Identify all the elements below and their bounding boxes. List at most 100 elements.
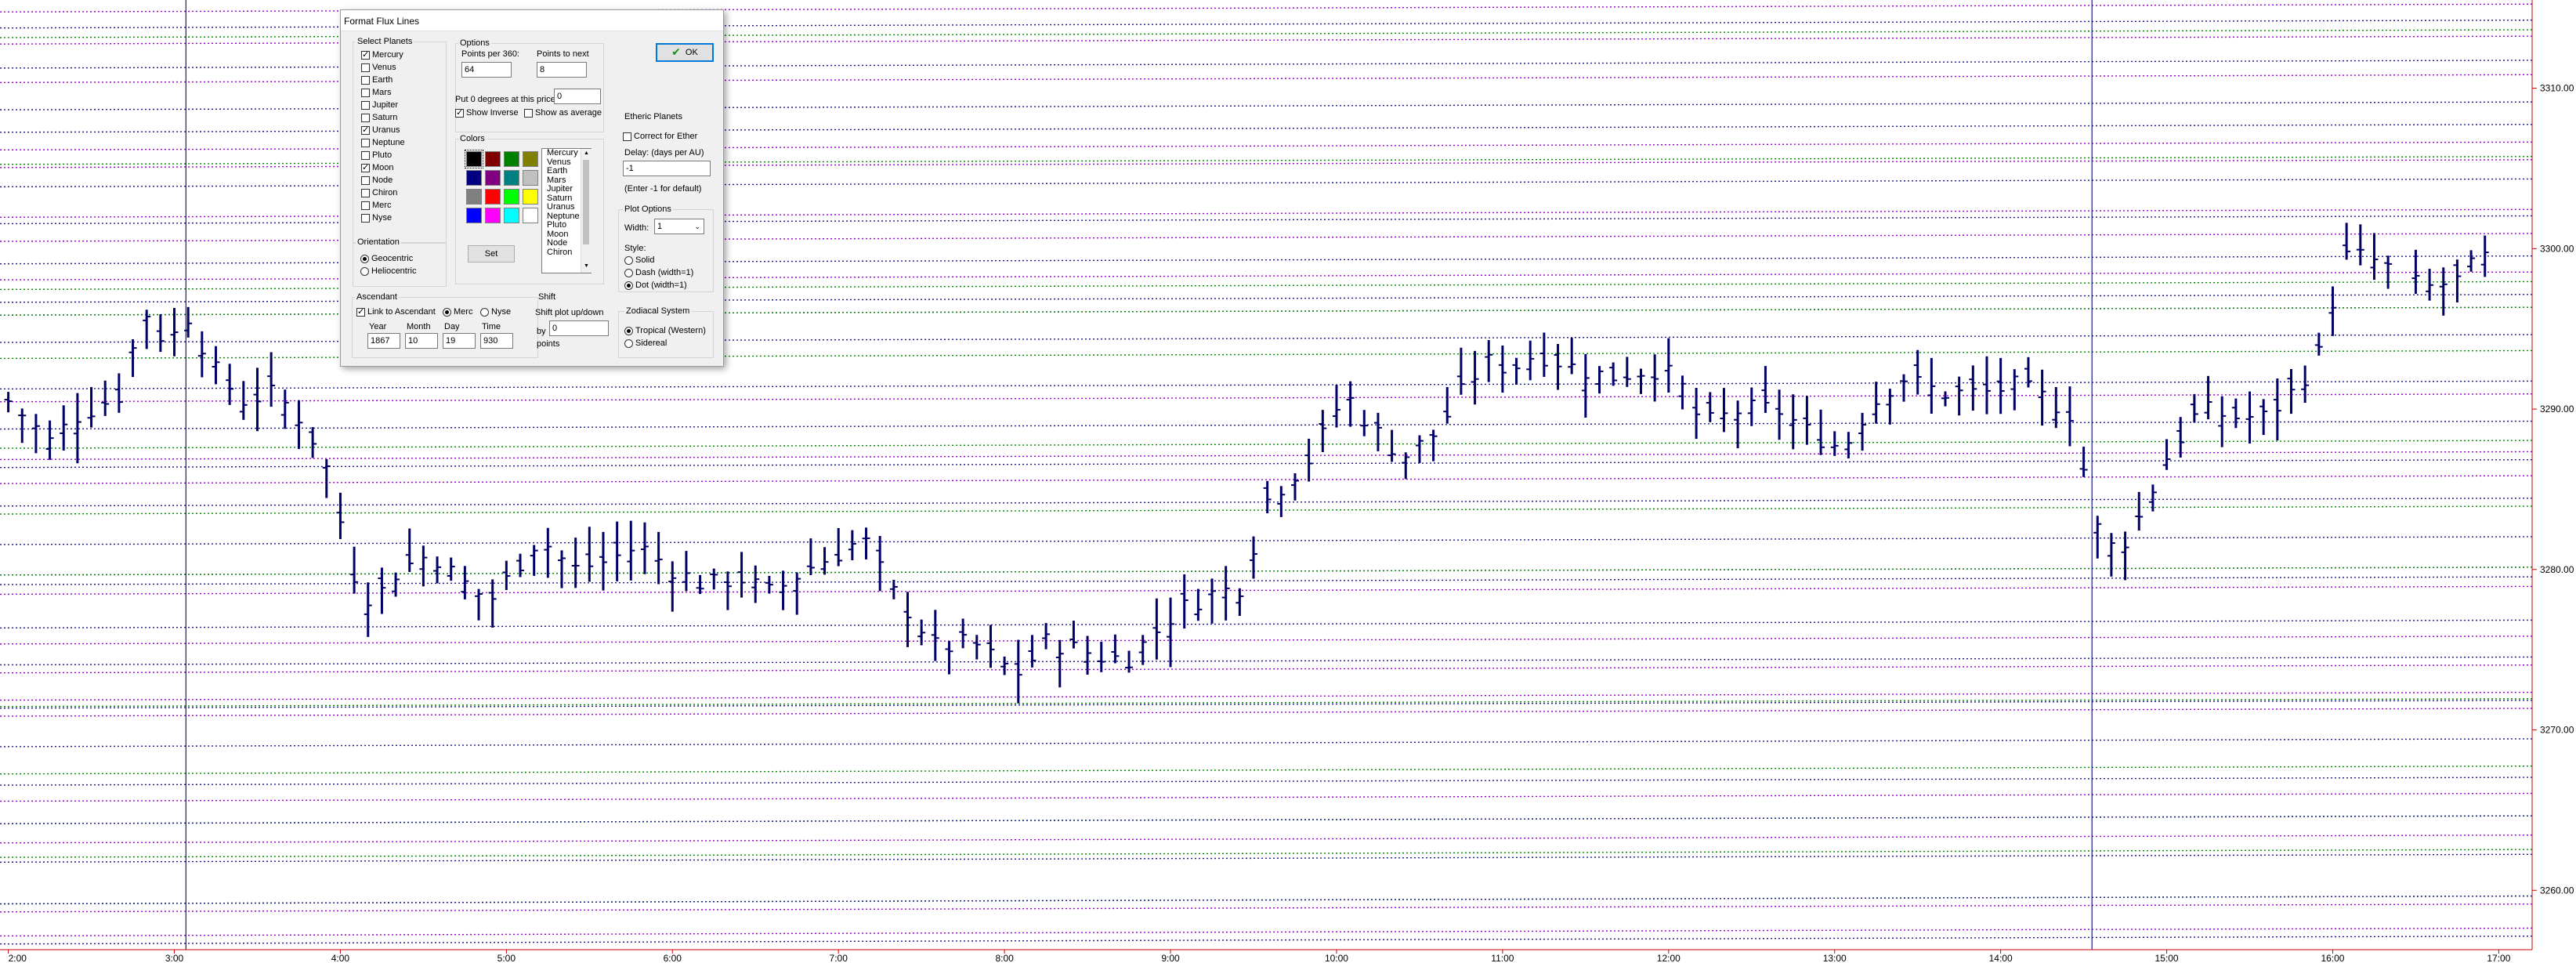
planet-checkbox-box[interactable] [361, 201, 370, 210]
planet-checkbox-box[interactable] [361, 188, 370, 197]
geocentric-radio[interactable]: Geocentric [360, 253, 413, 264]
dot-radio-dot[interactable] [624, 281, 633, 290]
color-swatch[interactable] [523, 170, 538, 186]
link-ascendant-box[interactable] [356, 306, 365, 317]
color-list-item[interactable]: Pluto [547, 220, 567, 230]
color-list-item[interactable]: Saturn [547, 193, 573, 203]
show-average-checkbox[interactable]: Show as average [524, 107, 602, 118]
show-inverse-checkbox[interactable]: Show Inverse [455, 107, 519, 118]
color-swatch[interactable] [523, 189, 538, 205]
planet-checkbox-merc[interactable]: Merc [361, 200, 391, 211]
color-swatch[interactable] [523, 151, 538, 167]
year-input[interactable]: 1867 [367, 333, 400, 349]
planet-checkbox-pluto[interactable]: Pluto [361, 150, 392, 161]
show-average-box[interactable] [524, 108, 533, 118]
geocentric-radio-dot[interactable] [360, 254, 369, 263]
color-list-item[interactable]: Mercury [547, 148, 578, 157]
planet-checkbox-box[interactable] [361, 100, 370, 110]
planet-checkbox-box[interactable] [361, 49, 370, 60]
color-list-item[interactable]: Uranus [547, 202, 575, 212]
color-swatch[interactable] [485, 151, 501, 167]
delay-input[interactable]: -1 [623, 161, 711, 176]
color-swatch[interactable] [485, 208, 501, 223]
day-input[interactable]: 19 [443, 333, 476, 349]
sidereal-radio-dot[interactable] [624, 338, 633, 348]
color-list-item[interactable]: Moon [547, 229, 569, 239]
nyse-radio[interactable]: Nyse [480, 306, 511, 317]
planet-checkbox-venus[interactable]: Venus [361, 62, 396, 73]
planet-checkbox-earth[interactable]: Earth [361, 74, 393, 85]
correct-ether-checkbox[interactable]: Correct for Ether [623, 131, 697, 142]
color-swatch[interactable] [485, 170, 501, 186]
planet-checkbox-box[interactable] [361, 75, 370, 85]
planet-checkbox-moon[interactable]: Moon [361, 162, 394, 173]
merc-radio[interactable]: Merc [443, 306, 472, 317]
chevron-down-icon[interactable]: ⌄ [694, 223, 700, 230]
dot-radio[interactable]: Dot (width=1) [624, 280, 687, 291]
color-list-item[interactable]: Chiron [547, 247, 573, 257]
planet-checkbox-nyse[interactable]: Nyse [361, 212, 392, 223]
planet-checkbox-mercury[interactable]: Mercury [361, 49, 403, 60]
color-list-scrollbar[interactable]: ▲ ▼ [581, 149, 592, 273]
show-inverse-box[interactable] [455, 107, 464, 118]
color-swatch[interactable] [504, 151, 519, 167]
color-list-item[interactable]: Neptune [547, 211, 580, 221]
sidereal-radio[interactable]: Sidereal [624, 338, 667, 349]
tropical-radio[interactable]: Tropical (Western) [624, 325, 706, 336]
color-swatch[interactable] [504, 208, 519, 223]
ok-button[interactable]: ✔ OK [656, 43, 714, 62]
planet-checkbox-node[interactable]: Node [361, 175, 393, 186]
scroll-thumb[interactable] [583, 160, 589, 244]
scroll-up-icon[interactable]: ▲ [584, 150, 589, 156]
color-swatch[interactable] [504, 170, 519, 186]
color-list-item[interactable]: Venus [547, 157, 571, 167]
planet-checkbox-jupiter[interactable]: Jupiter [361, 100, 398, 110]
solid-radio-dot[interactable] [624, 255, 633, 265]
color-list-item[interactable]: Mars [547, 175, 566, 185]
color-list-item[interactable]: Jupiter [547, 184, 573, 194]
planet-checkbox-box[interactable] [361, 150, 370, 160]
color-swatch[interactable] [504, 189, 519, 205]
planet-checkbox-chiron[interactable]: Chiron [361, 187, 397, 198]
planet-checkbox-box[interactable] [361, 162, 370, 173]
planet-checkbox-box[interactable] [361, 113, 370, 122]
tropical-radio-dot[interactable] [624, 326, 633, 335]
planet-checkbox-neptune[interactable]: Neptune [361, 137, 405, 148]
width-select[interactable]: 1 ⌄ [654, 219, 704, 234]
color-list-item[interactable]: Node [547, 238, 568, 248]
month-input[interactable]: 10 [405, 333, 438, 349]
merc-radio-dot[interactable] [443, 307, 451, 317]
dash-radio-dot[interactable] [624, 268, 633, 277]
heliocentric-radio-dot[interactable] [360, 266, 369, 276]
points-to-next-input[interactable]: 8 [537, 62, 587, 78]
color-list-item[interactable]: Earth [547, 166, 568, 176]
color-swatch[interactable] [485, 189, 501, 205]
color-swatch[interactable] [466, 208, 482, 223]
planet-checkbox-uranus[interactable]: Uranus [361, 125, 400, 136]
planet-checkbox-mars[interactable]: Mars [361, 87, 391, 98]
planet-checkbox-box[interactable] [361, 63, 370, 72]
nyse-radio-dot[interactable] [480, 307, 489, 317]
correct-ether-box[interactable] [623, 132, 631, 141]
solid-radio[interactable]: Solid [624, 255, 654, 266]
color-swatch[interactable] [466, 189, 482, 205]
planet-checkbox-saturn[interactable]: Saturn [361, 112, 397, 123]
color-swatch[interactable] [466, 170, 482, 186]
dash-radio[interactable]: Dash (width=1) [624, 267, 693, 278]
set-color-button[interactable]: Set [468, 245, 515, 262]
time-input[interactable]: 930 [480, 333, 513, 349]
planet-checkbox-box[interactable] [361, 138, 370, 147]
shift-by-input[interactable]: 0 [549, 320, 609, 336]
points-per-360-input[interactable]: 64 [461, 62, 512, 78]
color-swatch[interactable] [465, 150, 483, 168]
planet-checkbox-box[interactable] [361, 176, 370, 185]
planet-checkbox-box[interactable] [361, 213, 370, 223]
link-ascendant-checkbox[interactable]: Link to Ascendant [356, 306, 436, 317]
planet-checkbox-box[interactable] [361, 88, 370, 97]
scroll-down-icon[interactable]: ▼ [584, 263, 589, 269]
color-swatch[interactable] [523, 208, 538, 223]
heliocentric-radio[interactable]: Heliocentric [360, 266, 416, 277]
dialog-titlebar[interactable]: Format Flux Lines [341, 10, 723, 31]
planet-checkbox-box[interactable] [361, 125, 370, 136]
